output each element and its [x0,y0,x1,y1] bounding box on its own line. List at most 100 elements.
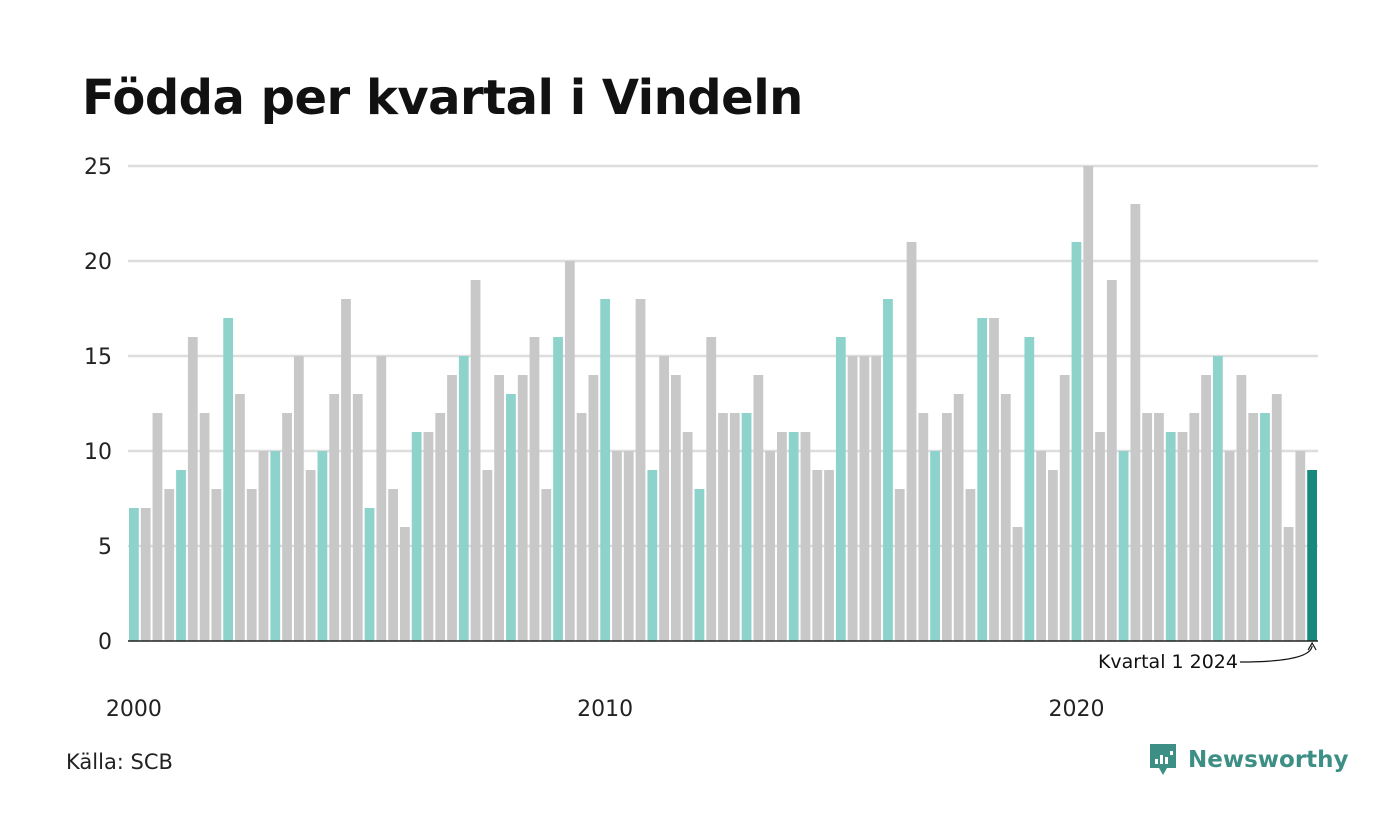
bar [1118,451,1129,641]
bar [506,394,516,641]
x-tick-label: 2010 [577,697,633,722]
y-tick-label: 0 [98,630,112,655]
y-tick-label: 15 [84,345,112,370]
y-tick-label: 20 [84,250,112,275]
bar [305,470,316,641]
bar [152,413,163,641]
brand-name: Newsworthy [1188,747,1349,773]
bar [352,394,363,641]
bar [1012,527,1023,641]
bar [1095,432,1105,641]
bar [235,394,245,641]
annotation: Kvartal 1 2024 [1098,641,1317,673]
bar [140,508,151,641]
bar [894,489,905,641]
bar [659,356,669,641]
bar [1059,375,1070,641]
bar [1106,280,1117,641]
bar [670,375,681,641]
chart-title: Födda per kvartal i Vindeln [82,70,803,126]
bar [246,489,257,641]
bar [835,337,846,641]
bar [1248,413,1259,641]
bar [777,432,787,641]
x-tick-label: 2000 [106,697,162,722]
bar [293,356,304,641]
bar [129,508,139,641]
bars [129,166,1317,641]
annotation-arrowhead [1307,641,1317,651]
annotation-label: Kvartal 1 2024 [1098,651,1238,673]
bar [1154,413,1164,641]
x-tick-label: 2020 [1048,697,1104,722]
bar [800,432,811,641]
brand-logo: Newsworthy [1148,742,1349,778]
bar [1083,166,1094,641]
bar [1260,413,1270,641]
bar [1000,394,1011,641]
bar [517,375,528,641]
bar [341,299,351,641]
bar [623,451,634,641]
bar [600,299,611,641]
bar [1165,432,1176,641]
y-tick-label: 10 [84,440,112,465]
bar [399,527,410,641]
y-tick-label: 25 [84,155,112,180]
bar [977,318,988,641]
bar [694,489,705,641]
bar [435,413,446,641]
bar [541,489,552,641]
bar [788,432,799,641]
bar [388,489,398,641]
bar [564,261,575,641]
bar [1236,375,1247,641]
bar [282,413,292,641]
bar [447,375,457,641]
bar [765,451,776,641]
bar [1024,337,1035,641]
newsworthy-logo-icon [1150,744,1176,775]
bar [1307,470,1317,641]
bar [906,242,917,641]
bar [824,470,834,641]
bar [753,375,764,641]
bar [1201,375,1211,641]
bar [729,413,740,641]
bar [847,356,858,641]
bar [612,451,622,641]
bar [859,356,870,641]
annotation-arrow [1239,645,1313,663]
bar [883,299,893,641]
source-label: Källa: SCB [66,750,173,774]
bar [635,299,646,641]
bar [1224,451,1235,641]
bar [187,337,198,641]
bar [812,470,823,641]
x-axis-ticks: 2000 2010 2020 [106,697,1105,722]
bar [1283,527,1294,641]
bar [176,470,186,641]
bar [199,413,210,641]
bar [682,432,693,641]
bar [588,375,599,641]
bar [647,470,658,641]
bar [1071,242,1082,641]
bar [270,451,281,641]
bar [965,489,976,641]
bar [458,356,469,641]
bar [741,413,752,641]
bar [930,451,940,641]
bar [411,432,422,641]
bar [576,413,587,641]
bar [1048,470,1058,641]
bar [1142,413,1153,641]
bar [223,318,234,641]
bar [1212,356,1223,641]
bar [1271,394,1282,641]
bar [1295,451,1306,641]
bar [1177,432,1188,641]
bar [553,337,563,641]
bar [718,413,728,641]
bar [376,356,387,641]
